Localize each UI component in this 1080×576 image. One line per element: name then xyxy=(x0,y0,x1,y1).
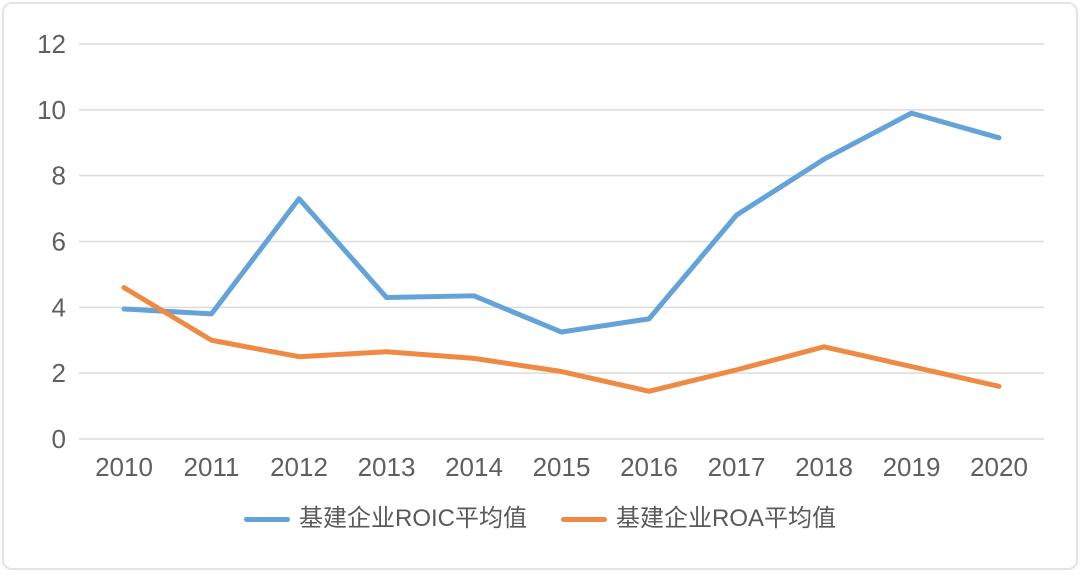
legend-item-roic: 基建企业ROIC平均值 xyxy=(243,505,527,532)
x-axis-tick-label: 2011 xyxy=(184,452,240,482)
chart-canvas: 0 2 4 6 8 10 12 2010 2011 2012 2013 2014 2015 2016 201… xyxy=(37,29,1044,482)
legend-swatch-roa-line xyxy=(560,516,607,522)
x-axis-tick-label: 2012 xyxy=(270,452,328,482)
legend-item-roa: 基建企业ROA平均值 xyxy=(560,505,836,532)
legend-label-roa: 基建企业ROA平均值 xyxy=(615,505,836,532)
x-axis-tick-label: 2020 xyxy=(970,452,1028,482)
roic-line xyxy=(121,110,1002,335)
x-axis-tick-label: 2019 xyxy=(883,452,941,482)
y-axis-tick-label: 2 xyxy=(52,358,66,388)
legend-label-roic: 基建企业ROIC平均值 xyxy=(298,505,527,532)
y-axis-tick-label: 0 xyxy=(52,424,66,454)
legend: 基建企业ROIC平均值 基建企业ROA平均值 xyxy=(4,507,1076,531)
y-axis-tick-label: 12 xyxy=(37,29,66,59)
x-axis-tick-label: 2018 xyxy=(795,452,853,482)
y-axis-tick-label: 4 xyxy=(52,292,66,322)
y-axis-tick-label: 8 xyxy=(52,161,66,191)
x-axis-tick-label: 2015 xyxy=(533,452,591,482)
x-axis-tick-label: 2016 xyxy=(620,452,678,482)
y-axis-tick-label: 6 xyxy=(52,227,66,257)
y-axis-tick-label: 10 xyxy=(37,95,66,125)
x-axis-tick-label: 2013 xyxy=(358,452,416,482)
x-axis-tick-label: 2014 xyxy=(445,452,503,482)
x-axis-tick-label: 2010 xyxy=(95,452,153,482)
x-axis-tick-label: 2017 xyxy=(708,452,766,482)
legend-swatch-roic-line xyxy=(243,516,290,522)
roa-line xyxy=(121,285,1002,394)
